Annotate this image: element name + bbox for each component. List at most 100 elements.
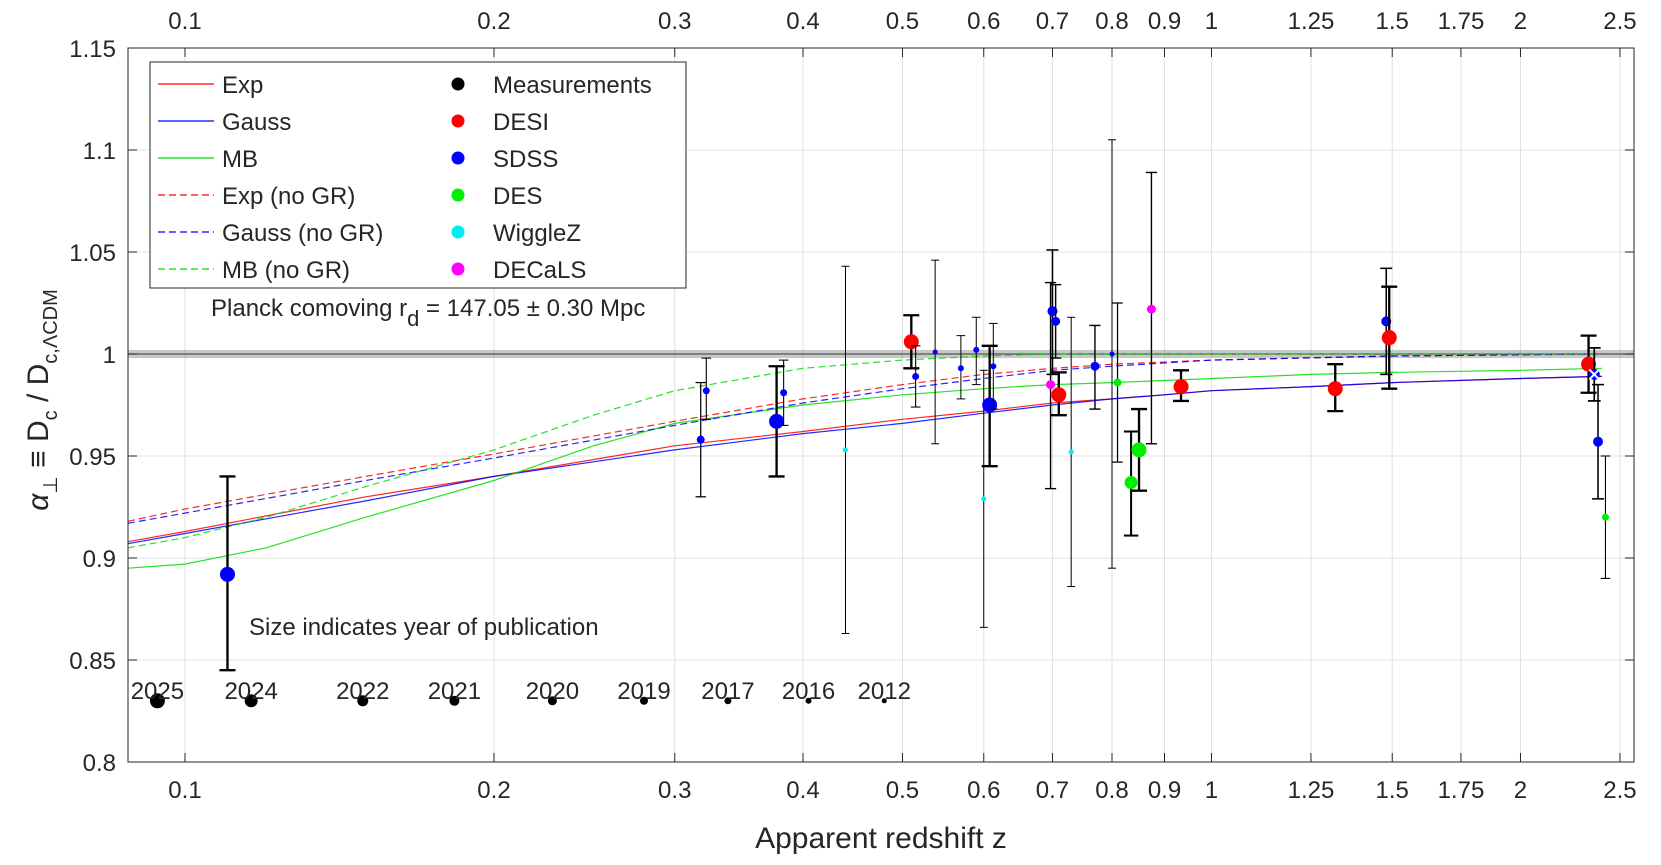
data-point-wigglez [1067,316,1076,588]
x-tick-label-top: 0.6 [967,8,1000,35]
marker [912,372,920,380]
x-tick-label: 0.3 [658,777,691,804]
x-tick-label-top: 0.9 [1148,8,1181,35]
marker [1124,476,1138,490]
x-tick-label-top: 0.2 [477,8,510,35]
x-tick-label-top: 0.8 [1095,8,1128,35]
planck-label: Planck comoving rd = 147.05 ± 0.30 Mpc [211,295,645,331]
data-point-des [1123,430,1139,537]
x-tick-label-top: 0.5 [886,8,919,35]
marker [1051,387,1067,403]
y-tick-label: 0.85 [69,648,116,675]
data-point-desi [1173,369,1190,403]
y-tick-label: 0.95 [69,444,116,471]
x-tick-label-top: 1.25 [1288,8,1335,35]
measurements [219,139,1611,672]
size-key-year: 2019 [617,678,670,705]
x-tick-label-top: 2 [1514,8,1527,35]
legend-marker-decals [451,262,465,276]
marker [1046,380,1056,390]
marker [1601,513,1609,521]
data-point-sdss [701,357,712,420]
x-tick-label-top: 0.1 [168,8,201,35]
legend-label: DES [493,183,542,210]
data-point-sdss [1592,383,1605,500]
x-tick-label: 1.75 [1438,777,1485,804]
marker [780,389,788,397]
x-tick-label: 0.1 [168,777,201,804]
legend-label: MB [222,146,258,173]
x-tick-label: 0.6 [967,777,1000,804]
x-tick-label: 0.7 [1036,777,1069,804]
size-key-year: 2012 [858,678,911,705]
size-key-year: 2021 [428,678,481,705]
size-key-dot [805,697,812,704]
data-point-sdss [910,345,921,408]
marker [903,334,919,350]
legend-label: Measurements [493,72,652,99]
x-tick-label-top: 0.4 [786,8,819,35]
x-tick-label: 0.4 [786,777,819,804]
data-point-des [1112,302,1123,463]
legend-label: DESI [493,109,549,136]
marker [1109,351,1115,357]
marker [842,447,848,453]
marker [1131,442,1147,458]
data-point-wigglez [841,265,850,634]
data-point-sdss [778,359,789,426]
legend-label: DECaLS [493,257,586,284]
x-axis-label: Apparent redshift z [755,822,1007,855]
y-tick-label: 0.8 [83,750,116,777]
size-note: Size indicates year of publication [249,614,599,641]
data-point-sdss [1050,283,1062,359]
size-key-dot [357,695,369,707]
data-point-sdss [931,259,940,445]
x-tick-label: 2.5 [1603,777,1636,804]
legend-label: WiggleZ [493,220,581,247]
marker [1381,330,1397,346]
x-tick-label-top: 1.5 [1376,8,1409,35]
marker [1327,381,1343,397]
curve-gauss-no-gr [127,353,1602,524]
data-point-sdss [219,475,236,672]
legend-marker-sdss [451,151,465,165]
legend-label: Exp [222,72,263,99]
y-tick-label: 1 [103,342,116,369]
marker [1581,356,1597,372]
model-curves [127,353,1602,569]
legend-label: Exp (no GR) [222,183,355,210]
x-tick-label: 1.5 [1376,777,1409,804]
size-key-dot [449,695,460,706]
data-point-sdss [1107,139,1116,569]
data-point-desi [1580,334,1597,394]
data-point-des [1600,455,1611,579]
x-tick-label: 1 [1205,777,1218,804]
y-tick-label: 0.9 [83,546,116,573]
size-key-year: 2025 [131,678,184,705]
marker [1113,378,1122,387]
data-point-sdss [971,316,981,386]
marker [932,349,938,355]
data-point-desi [1381,285,1398,390]
x-tick-label-top: 1.75 [1438,8,1485,35]
marker [957,365,964,372]
x-tick-label: 0.8 [1095,777,1128,804]
x-tick-label-top: 2.5 [1603,8,1636,35]
data-point-des [1131,407,1148,492]
marker [769,413,785,429]
x-tick-label: 0.5 [886,777,919,804]
data-point-decals [1145,171,1158,445]
data-point-sdss [695,381,706,498]
size-key-year: 2022 [336,678,389,705]
curve-mb [127,367,1602,569]
planck-text: Planck comoving rd = 147.05 ± 0.30 Mpc [211,295,645,331]
y-tick-label: 1.15 [69,36,116,63]
axis-labels: Apparent redshift z α⊥ ≡ Dc / Dc,ΛCDM [22,289,1007,855]
size-key-year: 2016 [782,678,835,705]
cross-marker [1588,368,1600,381]
marker [1146,304,1156,314]
legend-label: SDSS [493,146,558,173]
marker [990,363,997,370]
marker [982,397,998,413]
